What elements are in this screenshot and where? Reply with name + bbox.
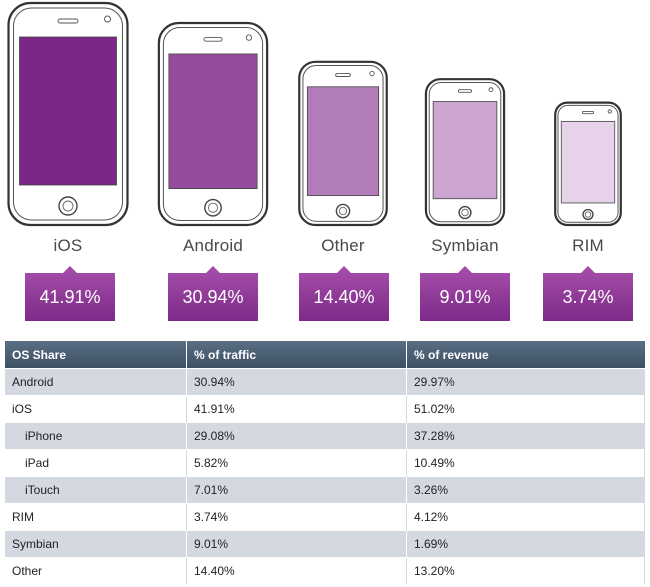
cell-os: iPhone: [5, 422, 187, 450]
cell-os: Symbian: [5, 530, 187, 558]
cell-revenue: 1.69%: [406, 530, 645, 558]
value-label-symbian: 9.01%: [420, 266, 510, 321]
table-row: iTouch 7.01% 3.26%: [5, 476, 645, 504]
table-body: Android 30.94% 29.97% iOS 41.91% 51.02% iPhone…: [5, 368, 645, 584]
category-label-ios: iOS: [53, 236, 83, 255]
category-label-rim: RIM: [572, 236, 604, 255]
cell-traffic: 9.01%: [186, 530, 407, 558]
phone-icons: [7, 1, 622, 227]
header-os-share: OS Share: [5, 341, 187, 369]
cell-traffic: 14.40%: [186, 557, 407, 584]
os-share-table: OS Share % of traffic % of revenue Andro…: [5, 341, 645, 584]
phone-screen-ios: [19, 36, 117, 186]
category-label-symbian: Symbian: [431, 236, 499, 255]
cell-os: iOS: [5, 395, 187, 423]
header-traffic: % of traffic: [186, 341, 407, 369]
cell-traffic: 29.08%: [186, 422, 407, 450]
table-row: iPhone 29.08% 37.28%: [5, 422, 645, 450]
cell-traffic: 5.82%: [186, 449, 407, 477]
value-label-rim: 3.74%: [543, 266, 633, 321]
table-row: Other 14.40% 13.20%: [5, 557, 645, 584]
cell-revenue: 4.12%: [406, 503, 645, 531]
phone-other: [298, 60, 388, 227]
phone-screen-rim: [560, 120, 616, 204]
cell-os: iTouch: [5, 476, 187, 504]
cell-os: RIM: [5, 503, 187, 531]
cell-revenue: 51.02%: [406, 395, 645, 423]
value-label-android: 30.94%: [168, 266, 258, 321]
phone-screen-android: [168, 53, 258, 190]
table-row: iPad 5.82% 10.49%: [5, 449, 645, 477]
cell-os: Other: [5, 557, 187, 584]
value-label-other: 14.40%: [299, 266, 389, 321]
table-row: Symbian 9.01% 1.69%: [5, 530, 645, 558]
cell-os: Android: [5, 368, 187, 396]
phone-symbian: [424, 78, 506, 227]
phone-ios: [7, 1, 129, 227]
cell-revenue: 37.28%: [406, 422, 645, 450]
cell-traffic: 30.94%: [186, 368, 407, 396]
header-revenue: % of revenue: [406, 341, 645, 369]
table-row: iOS 41.91% 51.02%: [5, 395, 645, 423]
cell-traffic: 7.01%: [186, 476, 407, 504]
phone-screen-symbian: [432, 101, 498, 200]
cell-os: iPad: [5, 449, 187, 477]
category-label-android: Android: [183, 236, 243, 255]
phone-screen-other: [306, 86, 380, 196]
cell-traffic: 41.91%: [186, 395, 407, 423]
phone-rim: [554, 101, 622, 227]
cell-revenue: 10.49%: [406, 449, 645, 477]
table-header-row: OS Share % of traffic % of revenue: [5, 341, 645, 369]
cell-revenue: 3.26%: [406, 476, 645, 504]
table-row: RIM 3.74% 4.12%: [5, 503, 645, 531]
category-label-other: Other: [321, 236, 365, 255]
phone-android: [157, 21, 269, 227]
cell-revenue: 13.20%: [406, 557, 645, 584]
value-label-ios: 41.91%: [25, 266, 115, 321]
phone-chart: iOS Android Other Symbian RIM 41.91% 30.…: [7, 1, 633, 321]
table-row: Android 30.94% 29.97%: [5, 368, 645, 396]
cell-revenue: 29.97%: [406, 368, 645, 396]
cell-traffic: 3.74%: [186, 503, 407, 531]
